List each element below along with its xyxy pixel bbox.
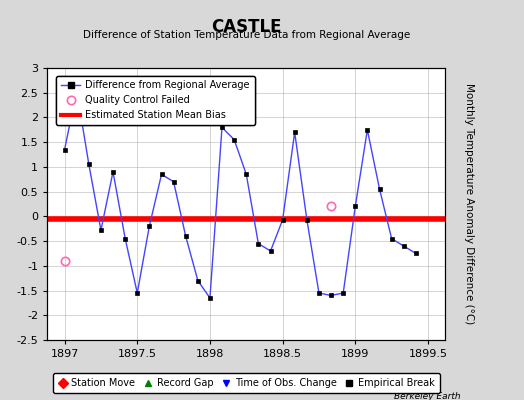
Text: CASTLE: CASTLE	[211, 18, 281, 36]
Legend: Difference from Regional Average, Quality Control Failed, Estimated Station Mean: Difference from Regional Average, Qualit…	[56, 76, 255, 125]
Text: Berkeley Earth: Berkeley Earth	[395, 392, 461, 400]
Text: Difference of Station Temperature Data from Regional Average: Difference of Station Temperature Data f…	[83, 30, 410, 40]
Legend: Station Move, Record Gap, Time of Obs. Change, Empirical Break: Station Move, Record Gap, Time of Obs. C…	[53, 374, 440, 393]
Y-axis label: Monthly Temperature Anomaly Difference (°C): Monthly Temperature Anomaly Difference (…	[464, 83, 474, 325]
